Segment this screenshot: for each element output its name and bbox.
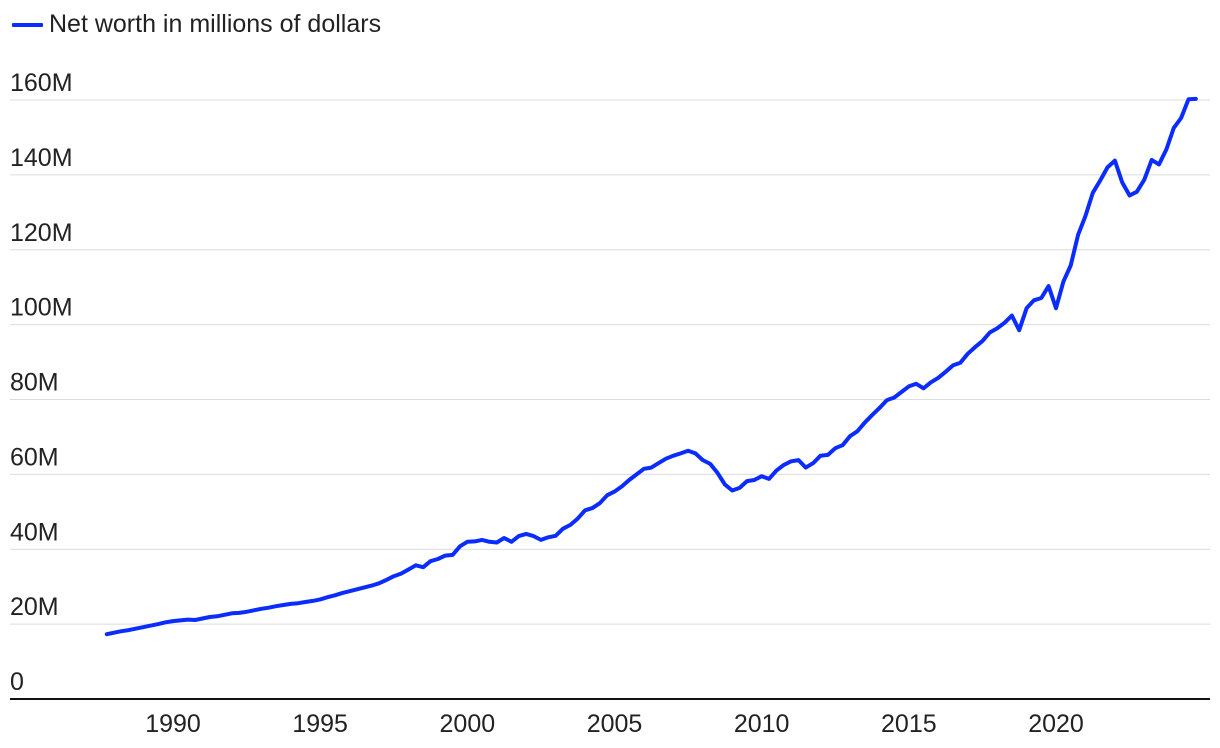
series-line-net-worth xyxy=(104,96,1198,637)
y-tick-label: 0 xyxy=(10,668,24,696)
y-tick-label: 160M xyxy=(10,69,73,97)
x-tick-label: 1995 xyxy=(292,710,348,738)
series-layer xyxy=(104,96,1198,637)
y-tick-label: 120M xyxy=(10,219,73,247)
y-tick-label: 100M xyxy=(10,294,73,322)
chart-legend: Net worth in millions of dollars xyxy=(12,10,381,39)
y-tick-label: 20M xyxy=(10,593,59,621)
y-tick-label: 80M xyxy=(10,369,59,397)
legend-swatch xyxy=(12,22,43,27)
legend-label: Net worth in millions of dollars xyxy=(49,10,382,38)
y-tick-label: 140M xyxy=(10,144,73,172)
x-tick-label: 2005 xyxy=(587,710,643,738)
gridlines xyxy=(10,99,1210,625)
x-tick-label: 2000 xyxy=(440,710,496,738)
y-tick-label: 60M xyxy=(10,443,59,471)
x-tick-label: 2010 xyxy=(734,710,790,738)
y-tick-label: 40M xyxy=(10,518,59,546)
x-tick-label: 2015 xyxy=(881,710,937,738)
x-tick-label: 1990 xyxy=(145,710,201,738)
x-axis-tick-labels: 1990 1995 2000 2005 2010 2015 2020 xyxy=(145,710,1084,738)
y-axis-tick-labels: 0 20M 40M 60M 80M 100M 120M 140M 160M xyxy=(10,69,73,696)
x-tick-label: 2020 xyxy=(1028,710,1084,738)
